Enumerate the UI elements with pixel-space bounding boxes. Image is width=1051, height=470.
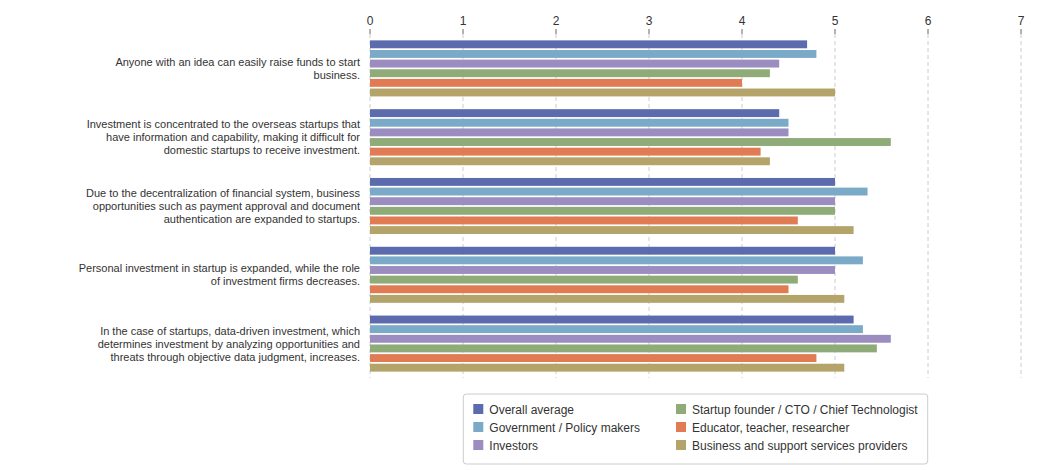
legend-item: Investors [473, 439, 538, 453]
bar [370, 157, 770, 165]
tick-label: 5 [832, 14, 839, 28]
bar [370, 266, 835, 274]
legend-item: Educator, teacher, researcher [676, 421, 849, 435]
bar [370, 335, 891, 343]
bar [370, 188, 868, 196]
grid-line [1021, 34, 1022, 378]
category-label-line: determines investment by analyzing oppor… [98, 338, 360, 350]
bar [370, 69, 770, 77]
bar [370, 178, 835, 186]
category-label: Anyone with an idea can easily raise fun… [115, 56, 360, 81]
bar [370, 40, 807, 48]
bar [370, 364, 844, 372]
category-label-line: Investment is concentrated to the overse… [87, 118, 360, 130]
bar [370, 109, 779, 117]
legend-item: Government / Policy makers [473, 421, 640, 435]
bars [370, 40, 891, 371]
bar [370, 325, 863, 333]
tick-label: 1 [460, 14, 467, 28]
bar [370, 276, 798, 284]
tick-label: 7 [1018, 14, 1025, 28]
bar [370, 226, 854, 234]
chart: 0 1 2 3 4 5 6 7 Anyone with an idea can easily r… [0, 0, 1051, 470]
bar [370, 60, 779, 68]
category-label-line: opportunities such as payment approval a… [93, 200, 360, 212]
category-label-line: business. [314, 69, 360, 81]
bar [370, 295, 844, 303]
tick-mark [1021, 29, 1022, 34]
bar [370, 256, 863, 264]
bar [370, 148, 761, 156]
category-label-line: Due to the decentralization of financial… [86, 187, 360, 199]
tick-label: 4 [739, 14, 746, 28]
bar [370, 207, 835, 215]
bar [370, 247, 835, 255]
tick-mark [928, 29, 929, 34]
tick-label: 2 [553, 14, 560, 28]
legend-label: Overall average [489, 403, 574, 417]
legend-label: Educator, teacher, researcher [692, 421, 849, 435]
tick-mark [463, 29, 464, 34]
bar [370, 89, 835, 97]
legend-item: Startup founder / CTO / Chief Technologi… [676, 403, 918, 417]
x-axis: 0 1 2 3 4 5 6 7 [367, 14, 1025, 378]
category-label-line: threats through objective data judgment,… [111, 351, 360, 363]
tick-mark [649, 29, 650, 34]
legend-swatch [473, 422, 483, 432]
tick-mark [835, 29, 836, 34]
legend-swatch [676, 404, 686, 414]
bar [370, 119, 789, 127]
category-label: In the case of startups, data-driven inv… [98, 325, 360, 363]
category-label-line: authentication are expanded to startups. [164, 213, 360, 225]
bar [370, 197, 835, 205]
legend-label: Government / Policy makers [489, 421, 640, 435]
category-label-line: of investment firms decreases. [211, 275, 360, 287]
legend-swatch [473, 404, 483, 414]
legend-label: Startup founder / CTO / Chief Technologi… [692, 403, 918, 417]
bar [370, 79, 742, 87]
tick-label: 6 [925, 14, 932, 28]
bar [370, 354, 816, 362]
category-label: Investment is concentrated to the overse… [87, 118, 361, 156]
grid-line [928, 34, 929, 378]
legend-item: Business and support services providers [676, 439, 907, 453]
tick-label: 3 [646, 14, 653, 28]
legend-swatch [473, 440, 483, 450]
legend-swatch [676, 422, 686, 432]
bar [370, 50, 816, 58]
legend-item: Overall average [473, 403, 574, 417]
legend-label: Investors [489, 439, 538, 453]
category-label-line: Personal investment in startup is expand… [79, 262, 360, 274]
legend-frame [463, 394, 927, 464]
y-axis: Anyone with an idea can easily raise fun… [79, 56, 361, 363]
bar [370, 128, 789, 136]
tick-mark [556, 29, 557, 34]
legend-label: Business and support services providers [692, 439, 907, 453]
bar [370, 285, 789, 293]
category-label-line: In the case of startups, data-driven inv… [100, 325, 360, 337]
bar [370, 316, 854, 324]
category-label-line: Anyone with an idea can easily raise fun… [115, 56, 360, 68]
tick-mark [742, 29, 743, 34]
bar [370, 138, 891, 146]
category-label: Personal investment in startup is expand… [79, 262, 360, 287]
category-label-line: have information and capability, making … [106, 131, 360, 143]
bar [370, 216, 798, 224]
legend-swatch [676, 440, 686, 450]
tick-mark [370, 29, 371, 34]
category-label-line: domestic startups to receive investment. [164, 144, 360, 156]
legend: Overall average Government / Policy maker… [463, 394, 927, 464]
category-label: Due to the decentralization of financial… [86, 187, 360, 225]
tick-label: 0 [367, 14, 374, 28]
bar [370, 344, 877, 352]
